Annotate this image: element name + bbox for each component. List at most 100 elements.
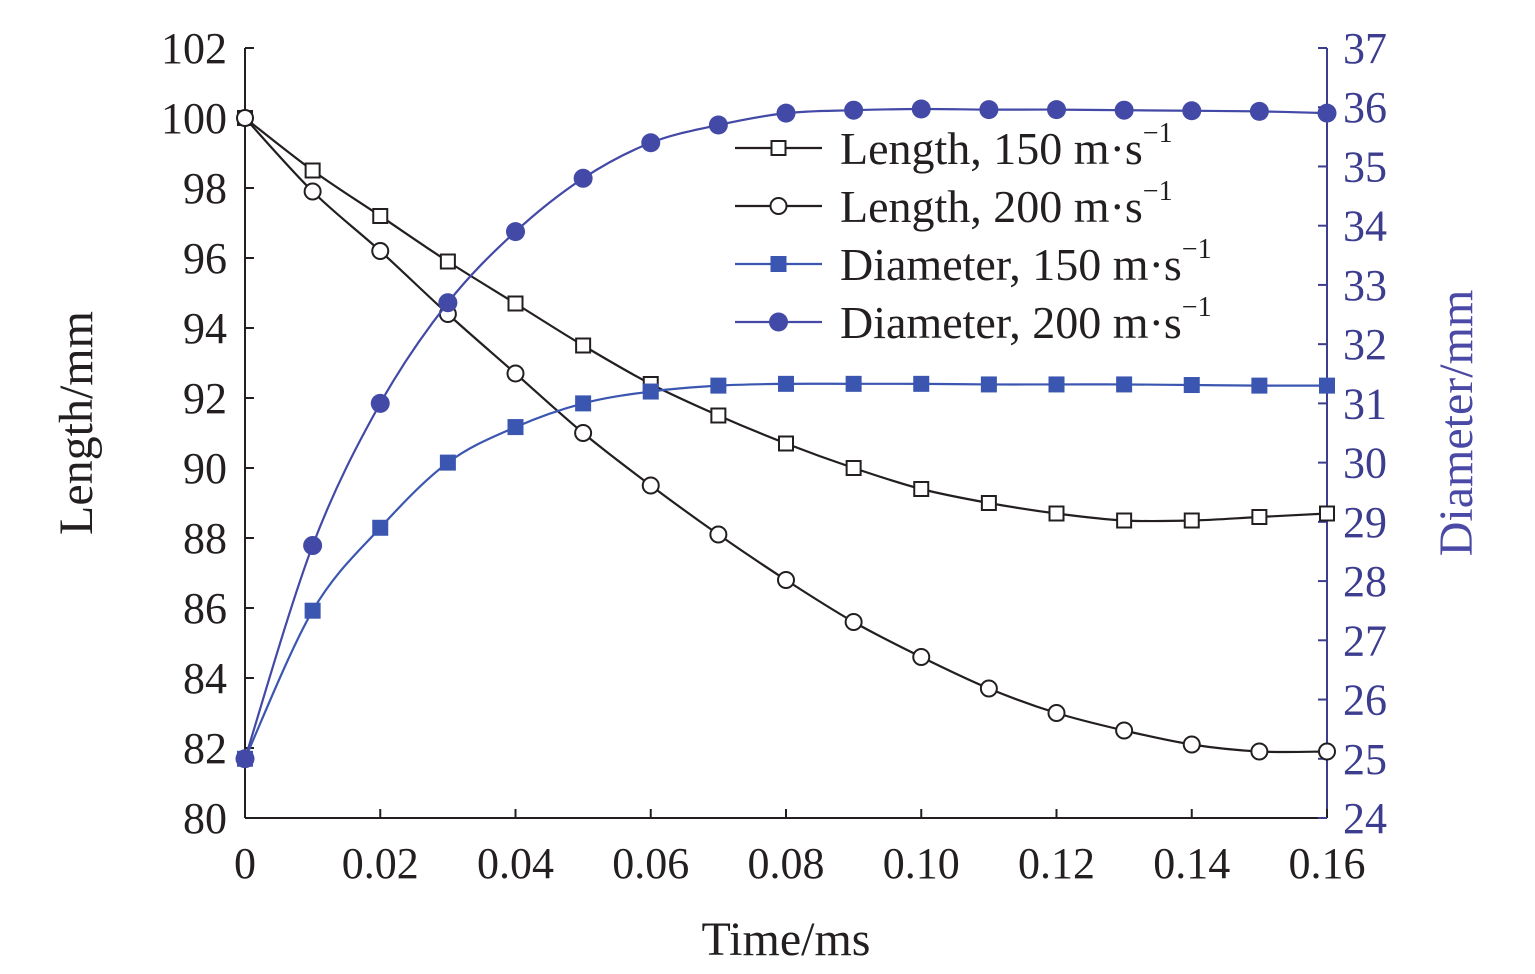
data-point: [844, 100, 864, 120]
data-point: [575, 395, 592, 412]
x-axis-title: Time/ms: [702, 913, 871, 966]
data-point: [845, 460, 862, 476]
data-point: [1183, 512, 1200, 529]
data-point: [1048, 376, 1065, 393]
legend-label: Length, 150 m·s−1: [840, 118, 1173, 174]
y-tick-label-right: 31: [1343, 379, 1387, 428]
data-point: [303, 536, 323, 556]
series-2: [236, 109, 1336, 761]
data-point: [1182, 101, 1202, 121]
data-point: [1182, 735, 1201, 754]
data-point: [370, 393, 390, 413]
y-tick-label-left: 88: [183, 514, 227, 563]
legend-label: Diameter, 200 m·s−1: [840, 292, 1212, 348]
data-point: [1116, 376, 1133, 393]
series-4: [235, 99, 1337, 769]
x-tick-label: 0.10: [883, 839, 960, 888]
data-point: [236, 109, 254, 127]
data-point: [1047, 704, 1066, 722]
y-tick-label-right: 29: [1343, 498, 1387, 547]
data-point: [439, 454, 456, 471]
y-axis-title-left: Length/mm: [50, 311, 103, 535]
data-point: [1317, 103, 1337, 123]
y-tick-label-right: 28: [1343, 557, 1387, 606]
data-point: [979, 100, 999, 120]
data-point: [507, 295, 524, 312]
data-point: [778, 375, 794, 392]
legend-swatch-marker: [769, 197, 788, 215]
data-point: [844, 613, 863, 631]
data-point: [1116, 512, 1133, 529]
legend-label-text: Length, 200 m·s: [840, 181, 1143, 232]
data-point: [641, 476, 660, 495]
legend-label-superscript: −1: [1182, 234, 1212, 265]
y-tick-label-left: 98: [183, 164, 227, 213]
data-point: [1251, 377, 1268, 394]
y-tick-label-left: 90: [183, 444, 227, 493]
y-tick-label-right: 37: [1343, 24, 1387, 73]
legend-entry: Length, 200 m·s−1: [735, 176, 1173, 232]
legend-entry: Diameter, 150 m·s−1: [735, 234, 1212, 290]
x-tick-label: 0.02: [342, 839, 419, 888]
legend-label-text: Diameter, 150 m·s: [840, 239, 1182, 290]
data-point: [1047, 100, 1066, 120]
legend-label-text: Length, 150 m·s: [840, 123, 1143, 174]
y-tick-label-right: 24: [1343, 794, 1387, 843]
data-point: [438, 293, 458, 313]
axes-layer: 0 0.02 0.04 0.06 0.08 0.10 0.12 0.14 0.16 80 82 84 8…: [161, 24, 1387, 888]
legend-label: Diameter, 150 m·s−1: [840, 234, 1212, 290]
y-tick-label-right: 34: [1343, 202, 1387, 251]
series-line: [243, 382, 1328, 760]
data-point: [913, 481, 930, 497]
data-point: [304, 162, 321, 179]
data-point: [913, 375, 930, 392]
data-point: [1250, 742, 1269, 761]
data-point: [708, 115, 728, 135]
y-tick-label-left: 84: [183, 654, 227, 703]
data-point: [372, 519, 389, 536]
y-tick-label-right: 25: [1343, 735, 1387, 784]
series-line: [244, 117, 1328, 754]
x-tick-label: 0.16: [1289, 839, 1366, 888]
x-tick-label: 0.14: [1153, 839, 1230, 888]
legend-label-text: Diameter, 200 m·s: [840, 297, 1182, 348]
data-point: [1319, 377, 1335, 394]
data-point: [235, 749, 255, 769]
data-point: [506, 222, 525, 242]
data-point: [1318, 742, 1336, 761]
data-point: [1048, 505, 1065, 522]
x-tick-label: 0.04: [477, 839, 554, 888]
data-point: [980, 495, 997, 511]
data-point: [1249, 101, 1269, 121]
data-point: [642, 383, 659, 400]
series-layer: [235, 99, 1337, 769]
data-point: [1251, 509, 1268, 525]
x-tick-label: 0: [234, 839, 256, 888]
y-tick-label-right: 35: [1343, 142, 1387, 191]
y-tick-label-right: 33: [1343, 261, 1387, 310]
data-point: [1115, 721, 1134, 740]
y-tick-label-right: 30: [1343, 439, 1387, 488]
legend-label: Length, 200 m·s−1: [840, 176, 1173, 232]
legend-swatch-marker: [770, 256, 787, 272]
data-point: [709, 525, 728, 544]
y-tick-label-left: 100: [161, 94, 227, 143]
x-tick-label: 0.08: [748, 839, 825, 888]
data-point: [506, 364, 525, 383]
y-tick-label-right: 26: [1343, 676, 1387, 725]
data-point: [912, 648, 931, 666]
data-point: [1114, 100, 1134, 120]
y-tick-label-left: 80: [183, 794, 227, 843]
legend-label-superscript: −1: [1143, 118, 1173, 149]
y-tick-label-left: 82: [183, 724, 227, 773]
y-tick-label-right: 27: [1343, 616, 1387, 665]
data-point: [507, 419, 524, 436]
data-point: [710, 407, 727, 424]
legend-entry: Length, 150 m·s−1: [735, 118, 1173, 174]
data-point: [304, 602, 321, 619]
legend-swatch-marker: [770, 140, 787, 156]
data-point: [980, 376, 997, 393]
y-tick-label-left: 96: [183, 234, 227, 283]
